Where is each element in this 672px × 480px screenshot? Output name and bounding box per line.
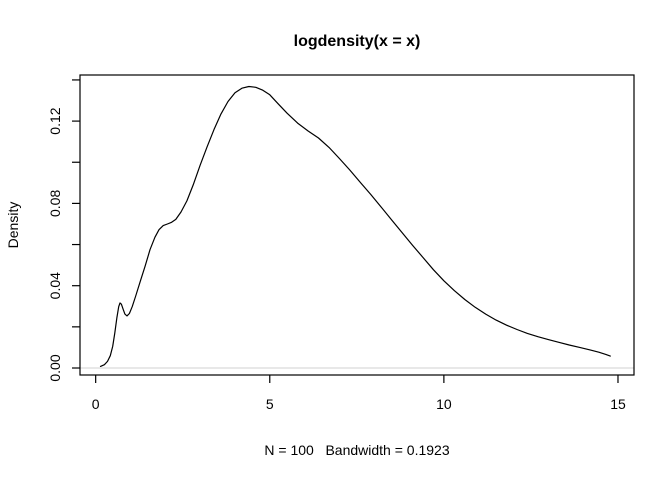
y-tick-label: 0.04 (47, 272, 63, 299)
x-axis: 0 5 10 15 (92, 375, 626, 412)
density-curve-group (99, 85, 611, 367)
x-axis-subtitle: N = 100 Bandwidth = 0.1923 (264, 442, 449, 458)
y-tick-label: 0.12 (47, 107, 63, 134)
y-tick-label: 0.00 (47, 354, 63, 381)
y-tick-label: 0.08 (47, 190, 63, 217)
x-tick-label: 15 (610, 396, 626, 412)
plot-box (79, 74, 635, 376)
y-axis: 0.00 0.04 0.08 0.12 (47, 79, 80, 382)
x-tick-label: 10 (436, 396, 452, 412)
density-curve (99, 85, 611, 367)
y-axis-title: Density (5, 202, 21, 249)
chart-title: logdensity(x = x) (294, 33, 421, 50)
x-tick-label: 5 (266, 396, 274, 412)
x-tick-label: 0 (92, 396, 100, 412)
